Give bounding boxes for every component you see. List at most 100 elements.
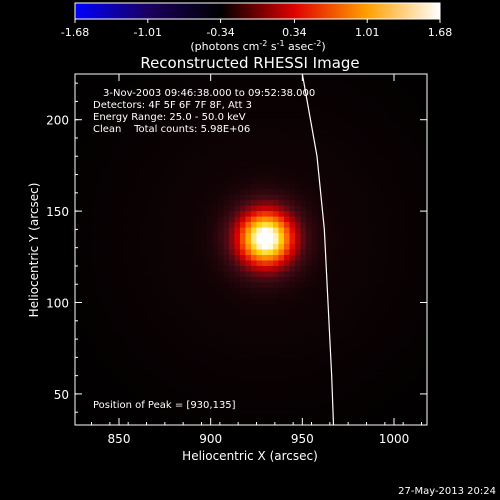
heatmap-cell xyxy=(372,211,379,218)
heatmap-cell xyxy=(388,222,395,229)
heatmap-cell xyxy=(267,84,274,92)
heatmap-cell xyxy=(372,150,379,157)
heatmap-cell xyxy=(80,364,87,371)
heatmap-cell xyxy=(218,79,225,86)
heatmap-cell xyxy=(97,112,104,119)
heatmap-cell xyxy=(405,342,412,349)
heatmap-cell xyxy=(416,112,423,119)
heatmap-cell xyxy=(267,216,274,223)
heatmap-cell xyxy=(80,211,87,218)
annotation-detectors: Detectors: 4F 5F 6F 7F 8F, Att 3 xyxy=(93,100,252,111)
heatmap-cell xyxy=(273,123,280,130)
heatmap-cell xyxy=(212,101,219,108)
heatmap-cell xyxy=(97,315,104,322)
heatmap-cell xyxy=(75,134,82,141)
heatmap-cell xyxy=(141,172,148,179)
heatmap-cell xyxy=(157,161,164,168)
heatmap-cell xyxy=(289,227,296,234)
heatmap-cell xyxy=(201,84,208,92)
heatmap-cell xyxy=(75,106,82,113)
heatmap-cell xyxy=(86,194,93,201)
heatmap-cell xyxy=(146,205,153,212)
heatmap-cell xyxy=(405,370,412,377)
heatmap-cell xyxy=(284,320,291,327)
heatmap-cell xyxy=(284,375,291,382)
heatmap-cell xyxy=(157,238,164,245)
heatmap-cell xyxy=(306,381,313,388)
heatmap-cell xyxy=(350,238,357,245)
heatmap-cell xyxy=(317,128,324,135)
heatmap-cell xyxy=(207,172,214,179)
heatmap-cell xyxy=(179,178,186,185)
heatmap-cell xyxy=(234,414,241,421)
heatmap-cell xyxy=(245,381,252,388)
heatmap-cell xyxy=(328,172,335,179)
heatmap-cell xyxy=(416,183,423,190)
heatmap-cell xyxy=(410,183,417,190)
heatmap-cell xyxy=(179,408,186,415)
heatmap-cell xyxy=(421,309,428,316)
heatmap-cell xyxy=(366,95,373,103)
heatmap-cell xyxy=(361,200,368,207)
heatmap-cell xyxy=(201,145,208,152)
heatmap-cell xyxy=(262,150,269,157)
heatmap-cell xyxy=(377,254,384,262)
heatmap-cell xyxy=(196,244,203,251)
heatmap-cell xyxy=(322,84,329,92)
heatmap-cell xyxy=(240,74,247,81)
heatmap-cell xyxy=(218,265,225,273)
heatmap-cell xyxy=(377,249,384,256)
heatmap-cell xyxy=(97,326,104,333)
heatmap-cell xyxy=(267,293,274,300)
heatmap-cell xyxy=(207,95,214,103)
heatmap-cell xyxy=(267,95,274,103)
heatmap-cell xyxy=(108,90,115,97)
heatmap-cell xyxy=(366,260,373,267)
heatmap-cell xyxy=(141,90,148,97)
heatmap-cell xyxy=(278,359,285,366)
heatmap-cell xyxy=(278,337,285,344)
heatmap-cell xyxy=(251,156,258,163)
heatmap-cell xyxy=(174,375,181,382)
heatmap-cell xyxy=(366,381,373,388)
heatmap-cell xyxy=(410,227,417,234)
heatmap-cell xyxy=(366,106,373,113)
heatmap-cell xyxy=(185,403,192,410)
heatmap-cell xyxy=(163,287,170,294)
heatmap-cell xyxy=(350,381,357,388)
heatmap-cell xyxy=(108,112,115,119)
heatmap-cell xyxy=(218,101,225,108)
heatmap-cell xyxy=(141,320,148,327)
heatmap-cell xyxy=(377,392,384,399)
heatmap-cell xyxy=(267,320,274,327)
heatmap-cell xyxy=(146,353,153,360)
heatmap-cell xyxy=(328,156,335,163)
heatmap-cell xyxy=(372,101,379,108)
heatmap-cell xyxy=(322,106,329,113)
heatmap-cell xyxy=(273,101,280,108)
heatmap-cell xyxy=(207,249,214,256)
heatmap-cell xyxy=(141,265,148,273)
heatmap-cell xyxy=(152,178,159,185)
heatmap-cell xyxy=(289,397,296,404)
heatmap-cell xyxy=(119,265,126,273)
heatmap-cell xyxy=(306,364,313,371)
heatmap-cell xyxy=(245,304,252,311)
heatmap-cell xyxy=(333,337,340,344)
heatmap-cell xyxy=(207,414,214,421)
heatmap-cell xyxy=(113,287,120,294)
heatmap-cell xyxy=(212,106,219,113)
heatmap-cell xyxy=(163,282,170,289)
heatmap-cell xyxy=(262,342,269,349)
heatmap-cell xyxy=(383,238,390,245)
heatmap-cell xyxy=(256,211,263,218)
heatmap-cell xyxy=(317,370,324,377)
heatmap-cell xyxy=(328,183,335,190)
heatmap-cell xyxy=(135,117,142,124)
heatmap-cell xyxy=(295,95,302,103)
heatmap-cell xyxy=(113,282,120,289)
heatmap-cell xyxy=(174,183,181,190)
heatmap-cell xyxy=(124,375,131,382)
heatmap-cell xyxy=(256,271,263,278)
heatmap-cell xyxy=(163,172,170,179)
